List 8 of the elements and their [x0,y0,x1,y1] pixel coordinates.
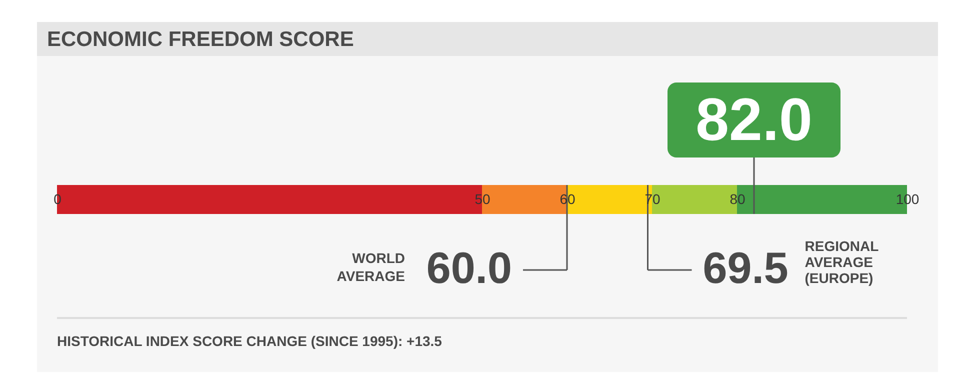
text: REGIONAL AVERAGE (EUROPE) [804,238,880,286]
ref-line-label: 60.0 [426,244,512,293]
x-tick-label: 50 [474,191,490,207]
ref-line-label: 69.5 [702,244,788,293]
chart-title: ECONOMIC FREEDOM SCORE [47,28,354,51]
text: WORLD AVERAGE [336,250,405,284]
text: HISTORICAL INDEX SCORE CHANGE (SINCE 1995): +13.5 [57,333,442,349]
ref-line-label: 82.0 [696,86,812,153]
